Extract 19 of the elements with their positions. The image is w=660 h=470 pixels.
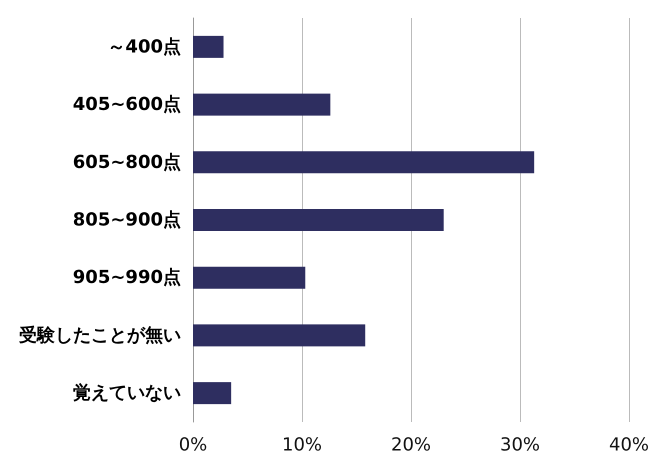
- bar: [193, 36, 224, 58]
- bar: [193, 151, 534, 174]
- bar: [193, 324, 366, 346]
- y-tick-label: 905~990点: [72, 267, 181, 288]
- y-tick-label: 覚えていない: [73, 382, 181, 404]
- x-tick-label: 20%: [390, 434, 432, 456]
- y-tick-label: 受験したことが無い: [19, 324, 181, 346]
- x-tick-label: 10%: [282, 434, 322, 456]
- x-tick-label: 0%: [178, 434, 208, 456]
- bar: [193, 382, 232, 404]
- y-tick-label: 405~600点: [72, 94, 181, 116]
- y-tick-label: 605~800点: [72, 152, 181, 173]
- bar: [193, 209, 444, 231]
- y-tick-label: ～400点: [107, 36, 181, 58]
- x-tick-label: 30%: [500, 434, 540, 456]
- bar: [193, 266, 306, 289]
- y-tick-label: 805~900点: [72, 210, 181, 230]
- bar: [193, 94, 330, 116]
- x-tick-label: 40%: [608, 434, 650, 456]
